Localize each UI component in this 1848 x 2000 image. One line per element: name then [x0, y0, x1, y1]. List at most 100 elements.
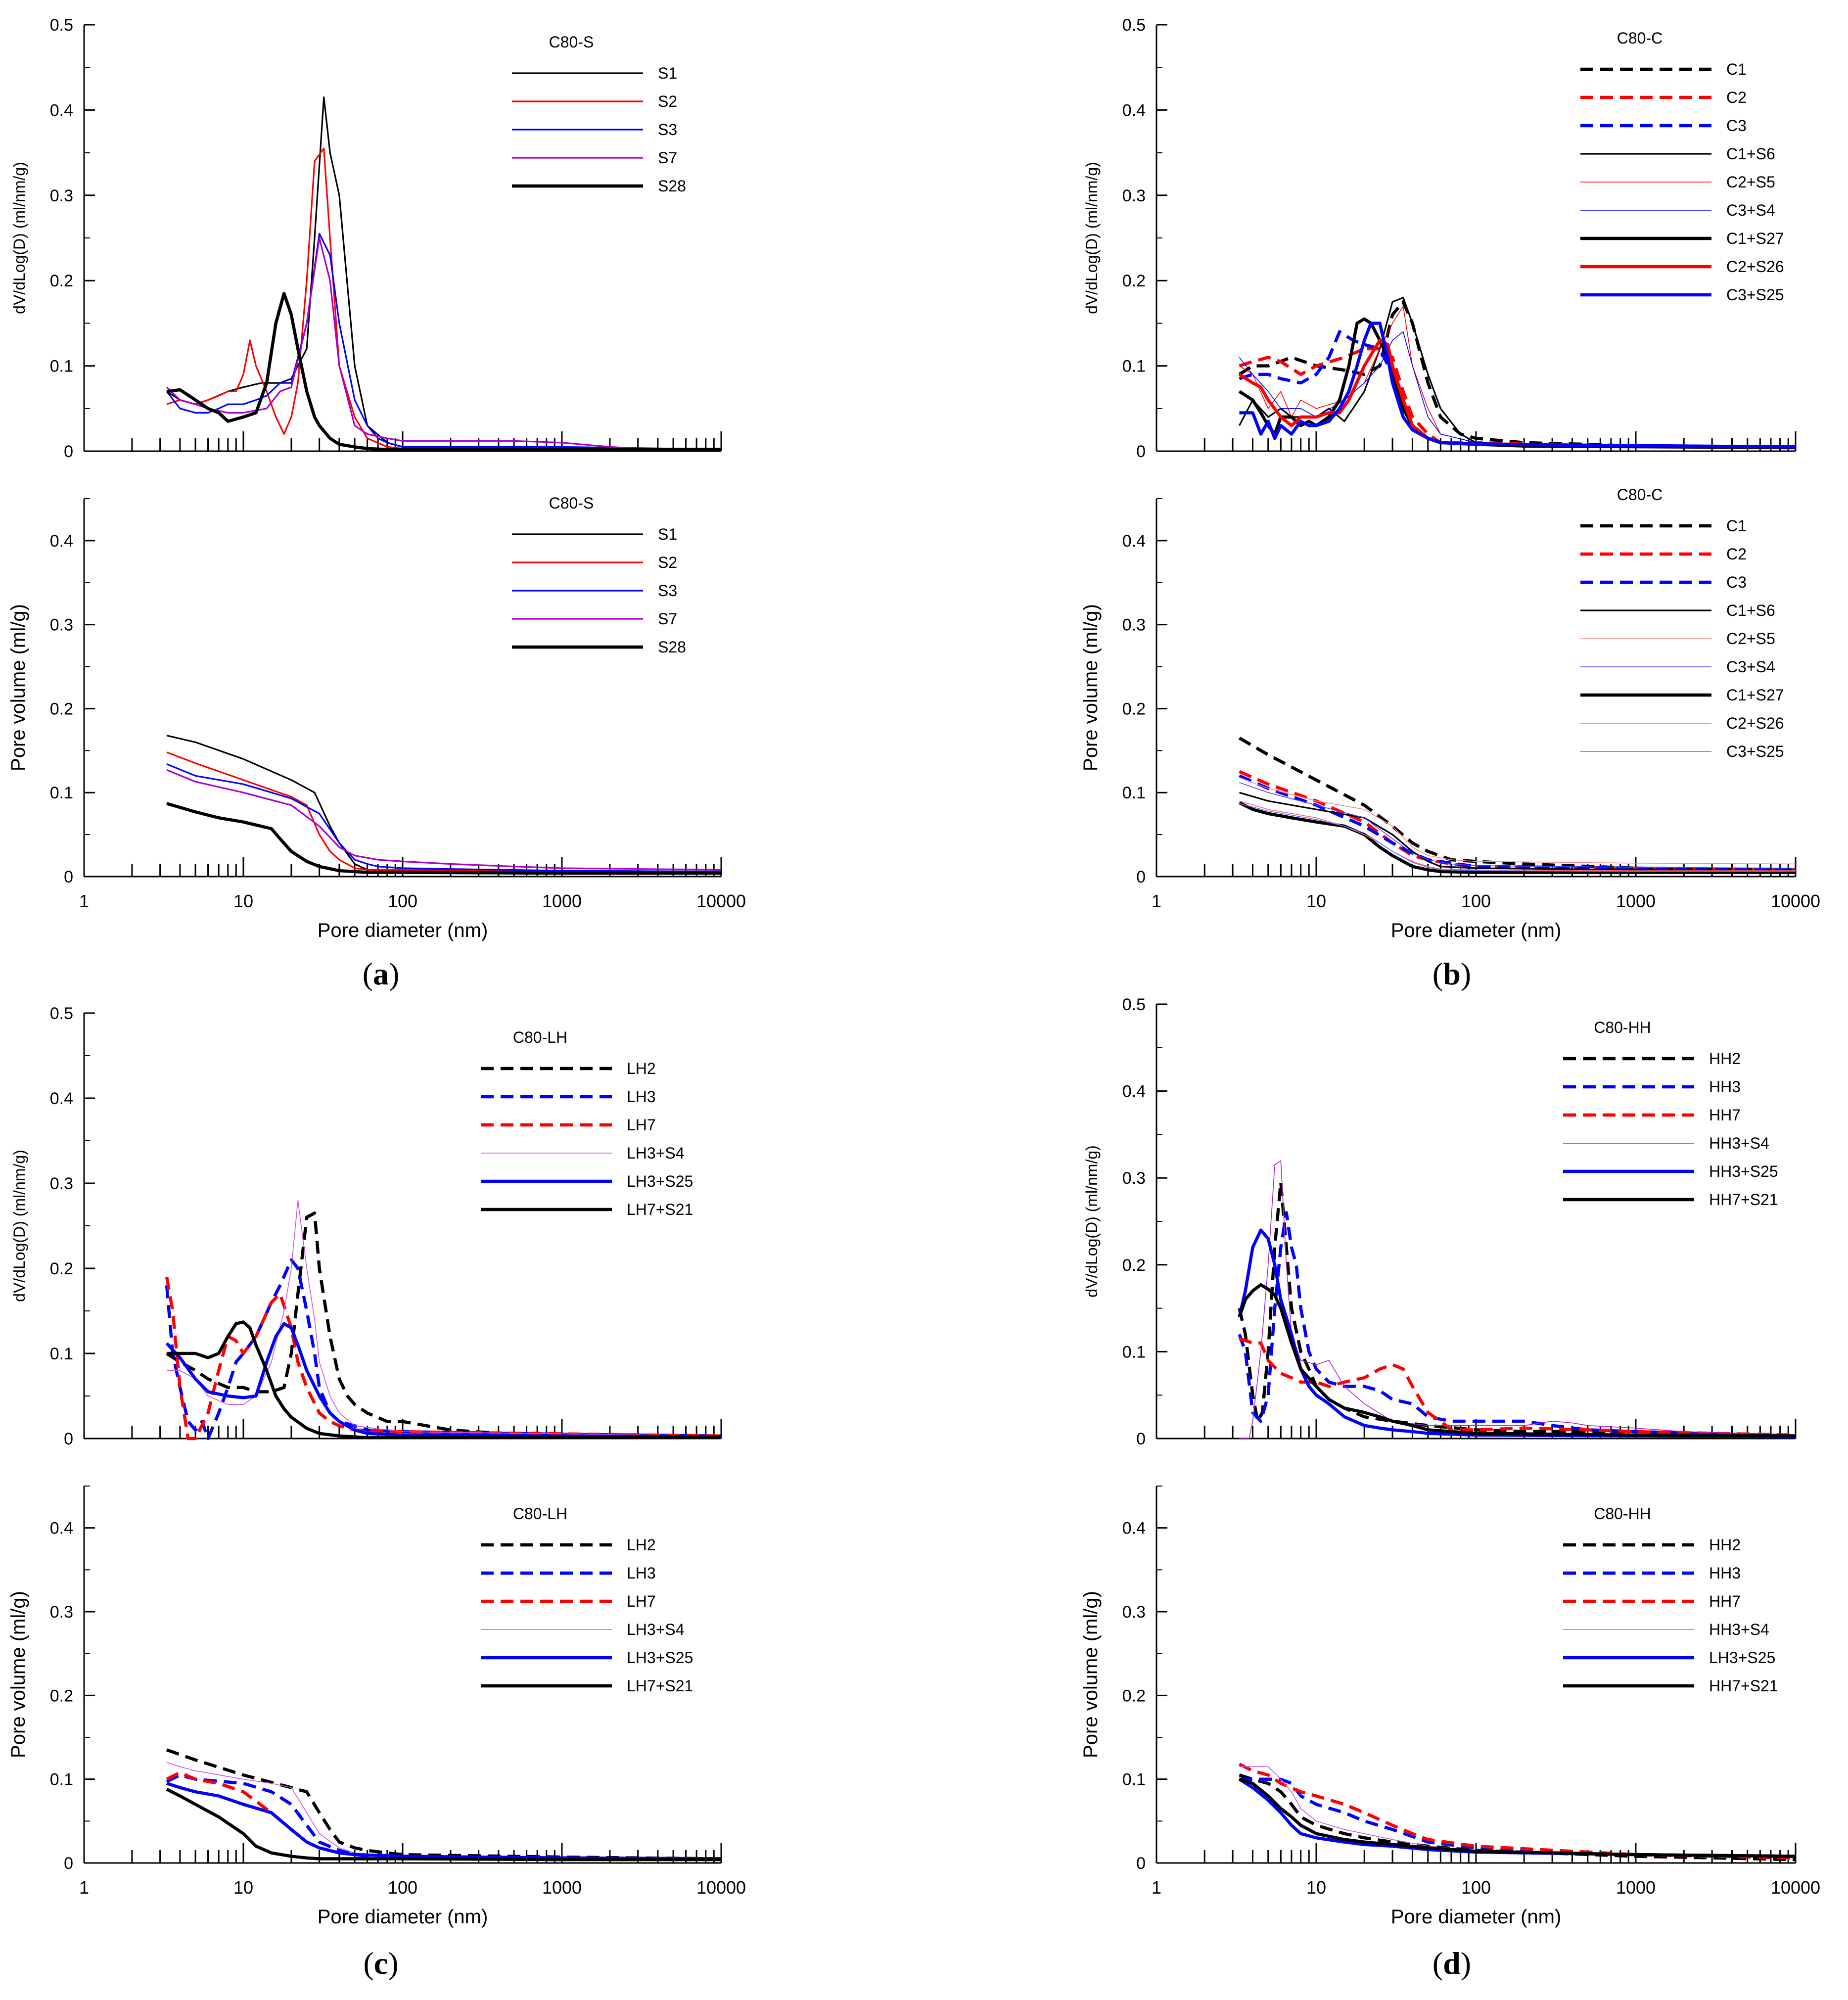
y-tick-label: 0.2 — [50, 699, 73, 718]
legend-label: HH3 — [1709, 1078, 1741, 1096]
series-line-s7 — [166, 769, 722, 871]
y-tick-label: 0.4 — [50, 1089, 73, 1108]
legend: C80-LH LH2 LH3 LH7 LH3+S4 LH3+S25 LH7+S21 — [481, 1505, 693, 1695]
x-tick-label: 10000 — [1771, 891, 1820, 911]
y-tick-label: 0.3 — [50, 616, 73, 635]
series-line-lh2 — [166, 1748, 722, 1860]
x-tick-label: 100 — [388, 891, 417, 911]
legend: C80-HH HH2 HH3 HH7 HH3+S4 LH3+S25 HH7+S21 — [1563, 1505, 1778, 1695]
panel-b-bottom: 0 0.1 0.2 0.3 0.4 Pore volume (ml/g) C80-C C1 C2… — [1080, 486, 1797, 886]
series-line-c1-plus-s27 — [1238, 317, 1796, 450]
series-line-c1-plus-s6 — [1239, 791, 1796, 873]
x-tick-label: 10 — [233, 1877, 253, 1898]
series-line-s2 — [166, 751, 722, 873]
y-tick-label: 0.3 — [1122, 616, 1146, 635]
y-tick-label: 0 — [64, 1430, 73, 1448]
series-line-hh3 — [1239, 1777, 1796, 1860]
legend-label: S3 — [658, 121, 677, 139]
x-tick-label: 1 — [1152, 1877, 1161, 1898]
legend-label: LH3+S4 — [627, 1621, 685, 1638]
series-line-hh7 — [1239, 1763, 1796, 1860]
series-line-s7 — [166, 237, 721, 450]
legend-label: LH3+S25 — [627, 1172, 693, 1190]
series-line-hh7-plus-s21 — [1239, 1777, 1796, 1858]
series-line-lh3-plus-s25 — [165, 1322, 722, 1439]
caption-part: ( — [1432, 956, 1443, 991]
legend: C80-S S1 S2 S3 S7 S28 — [512, 33, 686, 195]
series-line-hh2 — [1238, 1180, 1796, 1438]
series-line-c3-plus-s4 — [1239, 782, 1796, 869]
legend-title: C80-C — [1617, 29, 1663, 47]
y-tick-label: 0.1 — [50, 784, 73, 802]
series-line-s28 — [166, 802, 721, 875]
x-tick-label: 100 — [388, 1877, 417, 1898]
series-line-c2-plus-s26 — [1239, 800, 1796, 871]
series-line-c3-plus-s25 — [1239, 322, 1796, 449]
legend-label: LH3 — [627, 1088, 656, 1106]
series-line-s3 — [166, 233, 721, 450]
series-line-hh7-plus-s21 — [1238, 1283, 1796, 1438]
x-tick-label: 1 — [79, 1877, 89, 1898]
panel-b-top: 0 0.1 0.2 0.3 0.4 0.5 dV/dLog(D) (ml/nm/g) C80-… — [1083, 16, 1797, 461]
y-tick-label: 0.3 — [1122, 1603, 1146, 1622]
y-tick-label: 0.1 — [50, 357, 73, 376]
legend-title: C80-C — [1617, 486, 1663, 504]
panel-caption: (b) — [1432, 956, 1471, 991]
x-tick-label: 10 — [1306, 891, 1326, 911]
y-tick-label: 0.3 — [50, 1174, 73, 1193]
legend-label: LH7 — [627, 1592, 656, 1610]
legend-label: C1 — [1726, 517, 1747, 535]
series-line-c2-plus-s5 — [1239, 306, 1796, 448]
x-tick-label: 1 — [79, 891, 89, 911]
series-line-c1-plus-s27 — [1239, 801, 1796, 874]
series-line-hh7 — [1239, 1337, 1796, 1437]
y-tick-label: 0.4 — [1122, 532, 1146, 551]
legend: C80-HH HH2 HH3 HH7 HH3+S4 HH3+S25 HH7+S21 — [1563, 1019, 1778, 1209]
legend-label: HH3+S25 — [1709, 1163, 1778, 1180]
y-tick-label: 0.2 — [50, 1686, 73, 1705]
legend-title: C80-S — [549, 33, 594, 51]
legend-title: C80-HH — [1594, 1505, 1651, 1523]
legend-label: S1 — [658, 525, 677, 543]
series-line-c1 — [1238, 737, 1796, 872]
series-line-s2 — [166, 147, 721, 451]
series-line-lh3 — [166, 1773, 722, 1860]
x-axis-label: Pore diameter (nm) — [318, 920, 488, 941]
panel-a-bottom: 0 0.1 0.2 0.3 0.4 Pore volume (ml/g) C80-S S1 S2… — [7, 494, 722, 886]
legend-label: S28 — [658, 638, 686, 656]
series-line-hh3-plus-s25 — [1238, 1228, 1796, 1439]
legend: C80-LH LH2 LH3 LH7 LH3+S4 LH3+S25 LH7+S21 — [481, 1028, 693, 1218]
legend-label: S28 — [658, 177, 686, 195]
x-tick-label: 100 — [1461, 1877, 1491, 1898]
legend-label: HH7+S21 — [1709, 1191, 1778, 1209]
legend-label: C2+S26 — [1726, 258, 1784, 276]
panel-caption: (d) — [1432, 1946, 1471, 1981]
series-line-c2-plus-s5 — [1239, 777, 1796, 865]
y-tick-label: 0 — [64, 1854, 73, 1873]
y-tick-label: 0 — [1136, 1854, 1146, 1873]
caption-part: a — [373, 956, 389, 991]
caption-part: ) — [1461, 1946, 1471, 1981]
x-tick-label: 1000 — [1616, 1877, 1656, 1898]
y-tick-label: 0.4 — [1122, 1519, 1146, 1538]
x-tick-label: 1000 — [1616, 891, 1656, 911]
y-tick-label: 0 — [64, 442, 73, 461]
y-tick-label: 0.5 — [1122, 16, 1146, 35]
y-tick-label: 0.1 — [50, 1345, 73, 1363]
legend-label: HH2 — [1709, 1050, 1741, 1068]
legend-label: LH2 — [627, 1060, 656, 1077]
y-axis-label: dV/dLog(D) (ml/nm/g) — [10, 162, 28, 314]
caption-part: ) — [1461, 956, 1471, 991]
legend-title: C80-LH — [513, 1028, 567, 1046]
y-axis-label: Pore volume (ml/g) — [7, 604, 29, 771]
y-axis-label: dV/dLog(D) (ml/nm/g) — [1083, 1145, 1101, 1298]
y-tick-label: 0.2 — [1122, 272, 1146, 290]
legend-label: C3 — [1726, 117, 1747, 135]
y-tick-label: 0.4 — [50, 532, 73, 551]
caption-part: ( — [363, 1946, 373, 1981]
legend-label: C1 — [1726, 60, 1747, 78]
x-tick-label: 10 — [1306, 1877, 1326, 1898]
y-tick-label: 0 — [1136, 442, 1146, 461]
x-tick-label: 1 — [1152, 891, 1161, 911]
